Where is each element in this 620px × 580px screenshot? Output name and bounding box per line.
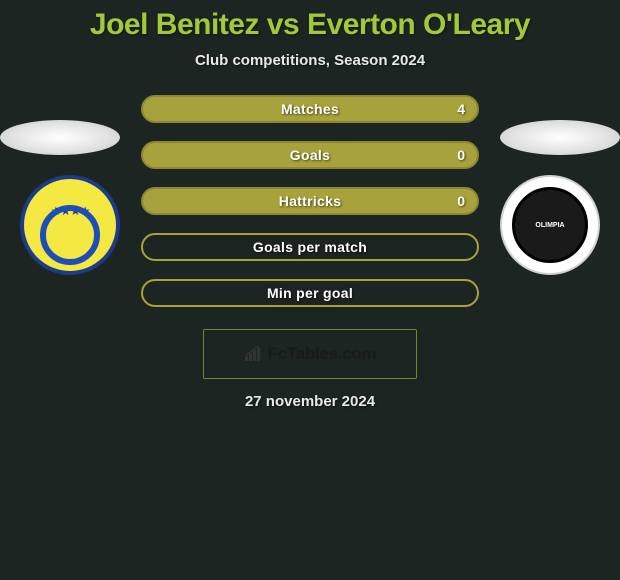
stat-label: Min per goal bbox=[267, 285, 353, 301]
club-badge-left: ★★★★ bbox=[20, 175, 120, 275]
stat-bar-goals-per-match: Goals per match bbox=[141, 233, 479, 261]
avatar-placeholder-left bbox=[0, 120, 120, 155]
subtitle: Club competitions, Season 2024 bbox=[0, 52, 620, 69]
stat-value: 0 bbox=[457, 147, 465, 163]
stat-label: Matches bbox=[281, 101, 339, 117]
stat-label: Hattricks bbox=[279, 193, 342, 209]
stat-label: Goals per match bbox=[253, 239, 367, 255]
badge-text: OLIMPIA bbox=[535, 222, 564, 229]
chart-icon bbox=[244, 346, 264, 362]
stat-value: 0 bbox=[457, 193, 465, 209]
footer-date: 27 november 2024 bbox=[0, 393, 620, 410]
page-title: Joel Benitez vs Everton O'Leary bbox=[0, 0, 620, 42]
stat-bar-hattricks: Hattricks 0 bbox=[141, 187, 479, 215]
club-badge-right: OLIMPIA bbox=[500, 175, 600, 275]
avatar-placeholder-right bbox=[500, 120, 620, 155]
stat-bar-min-per-goal: Min per goal bbox=[141, 279, 479, 307]
badge-inner: OLIMPIA bbox=[512, 187, 588, 263]
stats-bars: Matches 4 Goals 0 Hattricks 0 Goals per … bbox=[141, 95, 479, 307]
badge-ring-icon bbox=[40, 205, 100, 265]
brand-text: FcTables.com bbox=[268, 344, 377, 364]
stat-label: Goals bbox=[290, 147, 330, 163]
brand-box: FcTables.com bbox=[203, 329, 417, 379]
stat-bar-matches: Matches 4 bbox=[141, 95, 479, 123]
stat-value: 4 bbox=[457, 101, 465, 117]
stat-bar-goals: Goals 0 bbox=[141, 141, 479, 169]
